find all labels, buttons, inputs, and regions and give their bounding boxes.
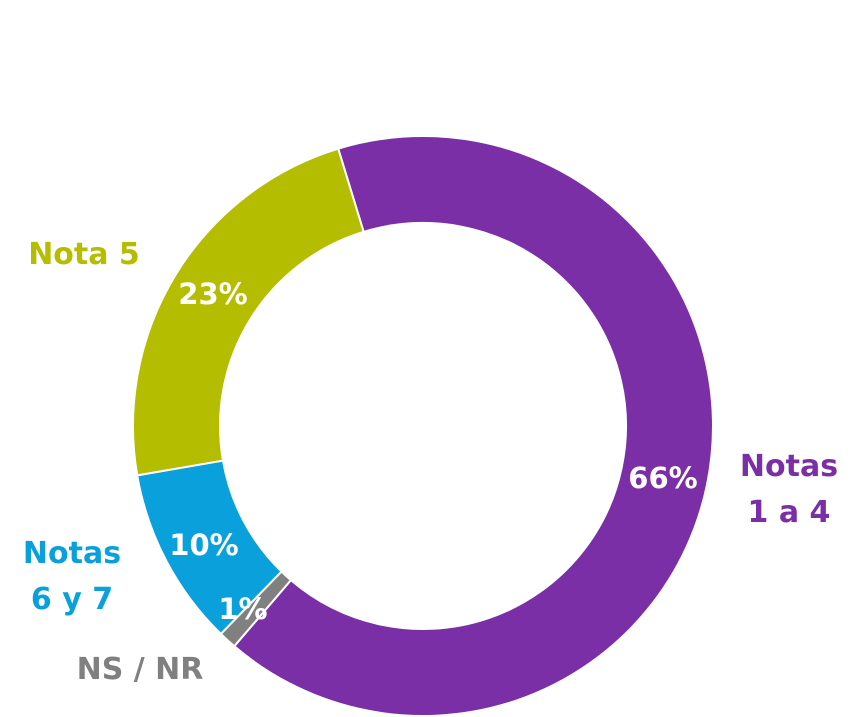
category-label: Notas 6 y 7 bbox=[22, 536, 122, 617]
category-label: NS / NR bbox=[76, 652, 204, 687]
value-label: 23% bbox=[178, 277, 247, 311]
value-label: 66% bbox=[628, 461, 697, 495]
donut-slice bbox=[232, 135, 714, 717]
value-label: 1% bbox=[218, 592, 267, 626]
category-label: Nota 5 bbox=[28, 237, 140, 272]
donut-slice bbox=[132, 147, 365, 477]
value-label: 10% bbox=[169, 528, 238, 562]
category-label: Notas 1 a 4 bbox=[739, 449, 839, 530]
